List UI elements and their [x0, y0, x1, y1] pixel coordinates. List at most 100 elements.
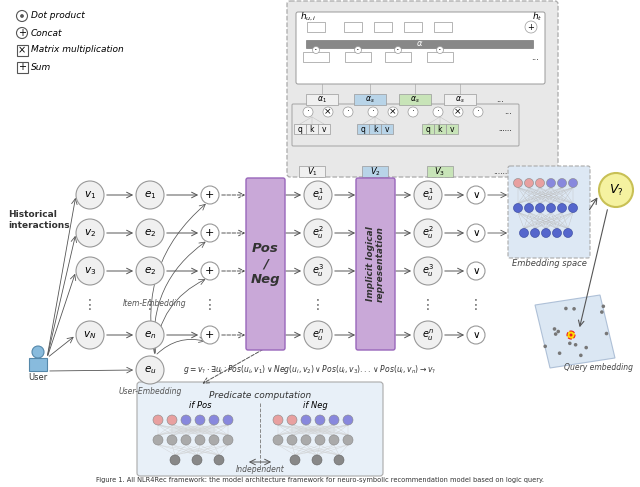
- Circle shape: [167, 415, 177, 425]
- Circle shape: [201, 262, 219, 280]
- Circle shape: [301, 435, 311, 445]
- Circle shape: [388, 107, 398, 117]
- Circle shape: [167, 435, 177, 445]
- Bar: [354, 94, 386, 105]
- Circle shape: [153, 415, 163, 425]
- Text: $e_2$: $e_2$: [144, 265, 156, 277]
- Text: $V_?$: $V_?$: [609, 183, 623, 198]
- Circle shape: [136, 321, 164, 349]
- Circle shape: [368, 107, 378, 117]
- Text: ⋮: ⋮: [203, 298, 217, 312]
- Text: ·: ·: [347, 108, 349, 116]
- Text: $e_u$: $e_u$: [143, 364, 156, 376]
- Circle shape: [303, 107, 313, 117]
- Bar: [369, 124, 381, 134]
- Circle shape: [153, 435, 163, 445]
- Circle shape: [192, 455, 202, 465]
- Circle shape: [525, 204, 534, 212]
- Circle shape: [209, 435, 219, 445]
- Circle shape: [355, 46, 362, 54]
- Text: $e_u^n$: $e_u^n$: [312, 327, 324, 343]
- Circle shape: [287, 435, 297, 445]
- Text: ⋮: ⋮: [143, 298, 157, 312]
- Text: $\alpha_s$: $\alpha_s$: [365, 94, 375, 105]
- Text: q: q: [298, 125, 303, 133]
- Circle shape: [547, 179, 556, 187]
- Circle shape: [343, 435, 353, 445]
- Text: Pos
/
Neg: Pos / Neg: [251, 243, 280, 285]
- Text: Implicit logical
representation: Implicit logical representation: [366, 226, 385, 302]
- Circle shape: [567, 331, 575, 339]
- Circle shape: [287, 415, 297, 425]
- Text: Predicate computation: Predicate computation: [209, 391, 311, 399]
- Text: $e_u^3$: $e_u^3$: [312, 262, 324, 280]
- Text: User-Embedding: User-Embedding: [118, 388, 182, 396]
- Bar: [17, 44, 28, 56]
- Circle shape: [304, 219, 332, 247]
- Circle shape: [568, 179, 577, 187]
- Text: $e_u^3$: $e_u^3$: [422, 262, 434, 280]
- Circle shape: [467, 326, 485, 344]
- Circle shape: [536, 179, 545, 187]
- Text: Concat: Concat: [31, 29, 63, 37]
- Text: v: v: [385, 125, 389, 133]
- Circle shape: [76, 181, 104, 209]
- Text: Independent: Independent: [236, 466, 284, 474]
- FancyBboxPatch shape: [508, 166, 590, 258]
- Bar: [303, 52, 329, 62]
- Text: $e_u^1$: $e_u^1$: [312, 187, 324, 204]
- FancyBboxPatch shape: [137, 382, 383, 476]
- Circle shape: [513, 179, 522, 187]
- Text: +: +: [205, 330, 214, 340]
- Circle shape: [343, 107, 353, 117]
- Text: if Pos: if Pos: [189, 401, 211, 411]
- Circle shape: [525, 179, 534, 187]
- Circle shape: [181, 435, 191, 445]
- Text: Item-Embedding: Item-Embedding: [123, 299, 187, 307]
- Text: $\vee$: $\vee$: [472, 330, 480, 340]
- Text: ×: ×: [324, 108, 332, 116]
- Circle shape: [136, 356, 164, 384]
- Circle shape: [558, 352, 561, 355]
- Text: ·: ·: [412, 108, 415, 116]
- Circle shape: [525, 21, 537, 33]
- Text: ......: ......: [493, 167, 507, 176]
- Text: ⋮: ⋮: [311, 298, 325, 312]
- Circle shape: [195, 415, 205, 425]
- Circle shape: [467, 186, 485, 204]
- Text: $h_{u,i}$: $h_{u,i}$: [300, 11, 316, 23]
- Text: $e_u^1$: $e_u^1$: [422, 187, 434, 204]
- Text: ·: ·: [436, 108, 440, 116]
- Circle shape: [195, 435, 205, 445]
- Circle shape: [433, 107, 443, 117]
- Text: v: v: [322, 125, 326, 133]
- Bar: [446, 124, 458, 134]
- Bar: [362, 166, 388, 177]
- Circle shape: [453, 107, 463, 117]
- Circle shape: [408, 107, 418, 117]
- Circle shape: [579, 354, 582, 357]
- Bar: [344, 22, 362, 32]
- Bar: [306, 40, 533, 48]
- Circle shape: [414, 219, 442, 247]
- Circle shape: [334, 455, 344, 465]
- Circle shape: [223, 415, 233, 425]
- Text: $\alpha_1$: $\alpha_1$: [317, 94, 327, 105]
- Circle shape: [273, 435, 283, 445]
- Circle shape: [414, 321, 442, 349]
- Text: +: +: [18, 62, 26, 72]
- Circle shape: [323, 107, 333, 117]
- Circle shape: [605, 332, 608, 336]
- Circle shape: [414, 257, 442, 285]
- Circle shape: [414, 181, 442, 209]
- Text: Matrix multiplication: Matrix multiplication: [31, 45, 124, 55]
- Text: ·: ·: [314, 45, 318, 55]
- Circle shape: [557, 179, 566, 187]
- Bar: [294, 124, 306, 134]
- Text: k: k: [310, 125, 314, 133]
- FancyBboxPatch shape: [287, 1, 558, 177]
- Circle shape: [541, 228, 550, 238]
- Circle shape: [536, 204, 545, 212]
- Text: ×: ×: [389, 108, 397, 116]
- Text: ...: ...: [496, 95, 504, 104]
